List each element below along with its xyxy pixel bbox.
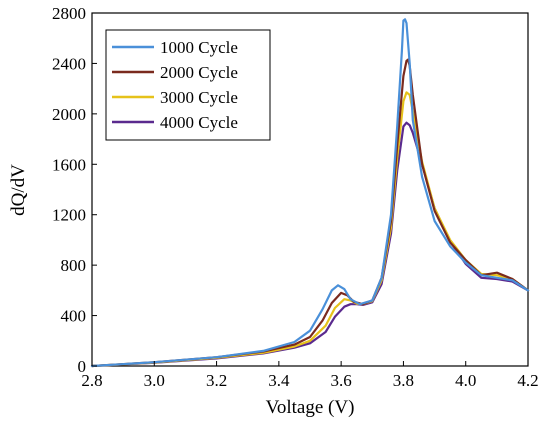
y-tick-label: 2800 — [52, 4, 86, 23]
x-tick-label: 3.2 — [206, 371, 227, 390]
x-tick-label: 3.4 — [268, 371, 290, 390]
series-layer — [90, 18, 530, 368]
y-axis: 0 400 800 1200 1600 2000 2400 2800 — [52, 4, 97, 376]
y-tick-label: 1600 — [52, 155, 86, 174]
series-line-1 — [90, 18, 530, 368]
x-tick-label: 3.8 — [393, 371, 414, 390]
y-tick-label: 1200 — [52, 206, 86, 225]
x-tick-label: 3.0 — [144, 371, 165, 390]
legend: 1000 Cycle 2000 Cycle 3000 Cycle 4000 Cycle — [105, 29, 271, 141]
y-tick-label: 400 — [61, 307, 87, 326]
y-tick-label: 800 — [61, 256, 87, 275]
y-tick-label: 2400 — [52, 54, 86, 73]
legend-label-1: 1000 Cycle — [160, 38, 238, 57]
x-axis-title: Voltage (V) — [266, 397, 355, 418]
y-axis-title: dQ/dV — [8, 164, 29, 216]
x-tick-label: 4.2 — [517, 371, 538, 390]
x-tick-label: 3.6 — [331, 371, 352, 390]
legend-label-2: 2000 Cycle — [160, 63, 238, 82]
y-tick-label: 2000 — [52, 105, 86, 124]
x-axis: 2.8 3.0 3.2 3.4 3.6 3.8 4.0 4.2 — [81, 361, 539, 390]
legend-label-4: 4000 Cycle — [160, 113, 238, 132]
legend-label-3: 3000 Cycle — [160, 88, 238, 107]
y-tick-label: 0 — [78, 357, 87, 376]
x-tick-label: 2.8 — [81, 371, 102, 390]
x-tick-label: 4.0 — [455, 371, 476, 390]
